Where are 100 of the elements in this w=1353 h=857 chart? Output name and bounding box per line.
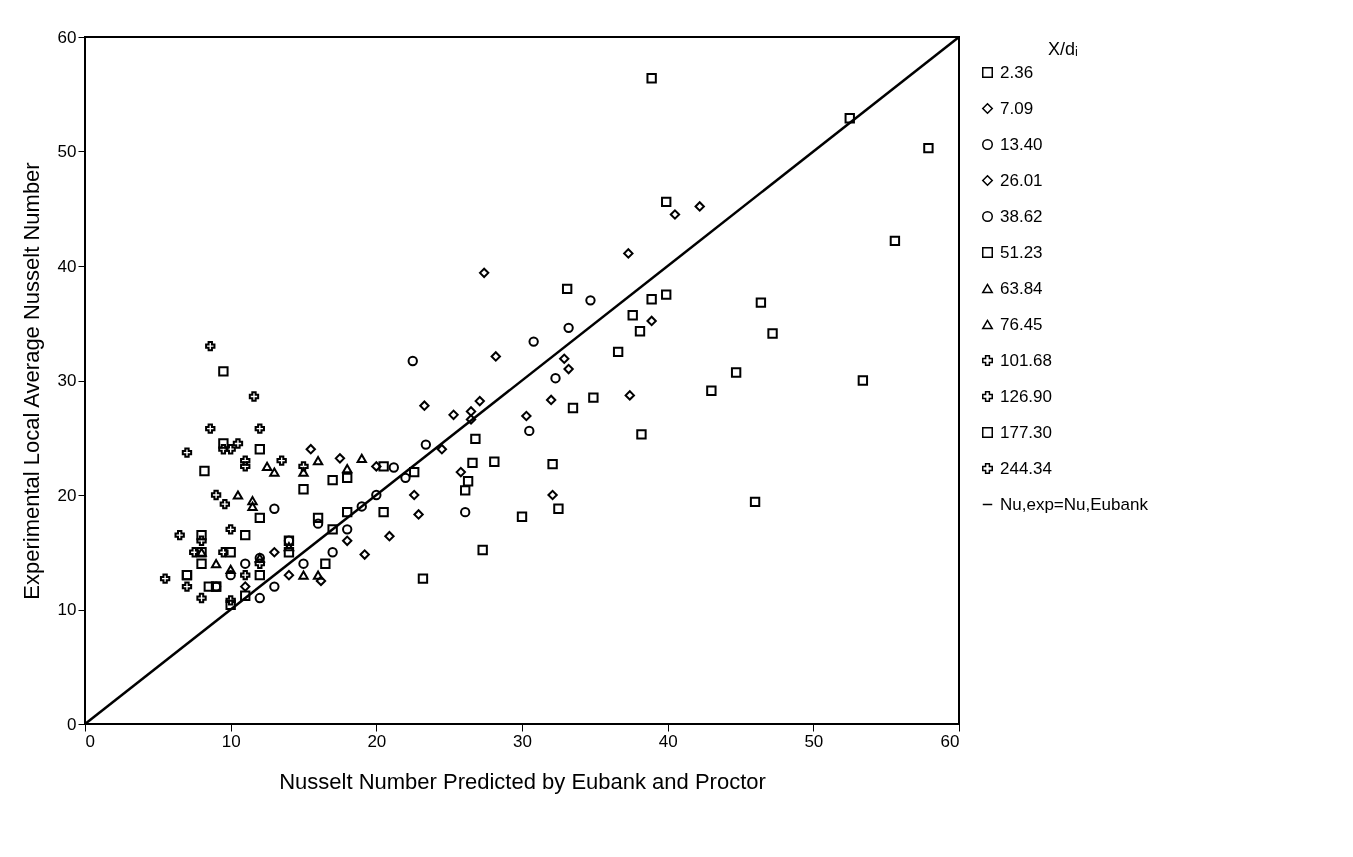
- point: [478, 267, 490, 279]
- x-tick-label: 30: [513, 731, 532, 751]
- point: [240, 569, 251, 581]
- point: [420, 439, 432, 450]
- point: [312, 518, 324, 529]
- legend-label: 244.34: [1000, 458, 1052, 478]
- point: [232, 490, 244, 500]
- x-tick-label: 60: [940, 731, 960, 751]
- point: [559, 353, 570, 364]
- legend-label: 63.84: [1000, 278, 1043, 298]
- point: [298, 461, 309, 472]
- x-tick-label: 40: [658, 731, 678, 751]
- point: [334, 453, 346, 464]
- point: [320, 558, 331, 569]
- y-tick-label: 30: [57, 371, 77, 390]
- point: [923, 142, 934, 154]
- point: [189, 547, 200, 558]
- point: [547, 489, 558, 501]
- point: [298, 570, 309, 580]
- point: [342, 524, 353, 535]
- point: [400, 472, 411, 483]
- point: [407, 355, 418, 367]
- point: [356, 501, 367, 512]
- point: [465, 406, 477, 417]
- y-tick-label: 60: [57, 27, 77, 47]
- point: [205, 340, 216, 352]
- x-tick-label: 10: [221, 731, 241, 751]
- point: [254, 423, 265, 434]
- point: [371, 489, 382, 501]
- point: [240, 558, 251, 569]
- point: [460, 485, 471, 496]
- point: [218, 444, 229, 455]
- point: [196, 529, 207, 541]
- point: [528, 336, 539, 347]
- point: [378, 506, 389, 518]
- point: [261, 461, 273, 471]
- point: [248, 391, 260, 402]
- point: [240, 461, 251, 472]
- point: [254, 558, 265, 569]
- point: [225, 444, 236, 455]
- point: [327, 524, 338, 535]
- point: [417, 573, 429, 584]
- legend-label: 76.45: [1000, 314, 1043, 334]
- point: [755, 297, 767, 308]
- point: [269, 467, 280, 477]
- point: [388, 462, 399, 473]
- point: [436, 444, 448, 455]
- point: [669, 209, 681, 220]
- point: [232, 438, 244, 449]
- point: [283, 569, 295, 581]
- point: [409, 466, 420, 478]
- point: [181, 581, 193, 592]
- point: [247, 496, 258, 506]
- point: [342, 506, 353, 518]
- point: [312, 512, 324, 524]
- point: [384, 531, 395, 542]
- point: [327, 474, 338, 486]
- point: [419, 400, 430, 411]
- point: [199, 465, 210, 477]
- y-axis-title: Experimental Local Average Nusselt Number: [18, 162, 44, 600]
- point: [413, 509, 424, 520]
- point: [521, 410, 532, 422]
- y-tick-label: 50: [57, 142, 77, 161]
- legend-label: Nu,exp=Nu,Eubank: [1000, 494, 1149, 514]
- point: [661, 289, 672, 300]
- point: [490, 351, 501, 362]
- point: [254, 512, 265, 524]
- point: [203, 581, 214, 592]
- point: [269, 581, 280, 592]
- point: [470, 433, 481, 445]
- point: [636, 429, 647, 440]
- point: [516, 511, 528, 522]
- point: [205, 423, 216, 434]
- point: [624, 390, 635, 401]
- point: [585, 295, 596, 306]
- point: [196, 535, 207, 546]
- legend-label: 7.09: [1000, 98, 1034, 118]
- point: [646, 315, 657, 327]
- point: [371, 461, 382, 472]
- point: [646, 294, 657, 305]
- point: [240, 455, 251, 466]
- point: [298, 558, 309, 569]
- point: [225, 564, 236, 575]
- legend-label: 26.01: [1000, 170, 1043, 190]
- point: [767, 328, 778, 339]
- point: [627, 310, 638, 321]
- point: [489, 456, 500, 467]
- point: [448, 409, 459, 421]
- point: [550, 373, 561, 384]
- point: [634, 326, 646, 337]
- point: [460, 507, 471, 518]
- point: [889, 235, 901, 246]
- point: [298, 467, 309, 477]
- point: [254, 444, 265, 455]
- point: [547, 458, 558, 470]
- point: [844, 113, 855, 124]
- y-tick-label: 20: [57, 485, 77, 505]
- point: [283, 547, 295, 558]
- point: [196, 558, 207, 569]
- y-tick-label: 0: [67, 714, 77, 734]
